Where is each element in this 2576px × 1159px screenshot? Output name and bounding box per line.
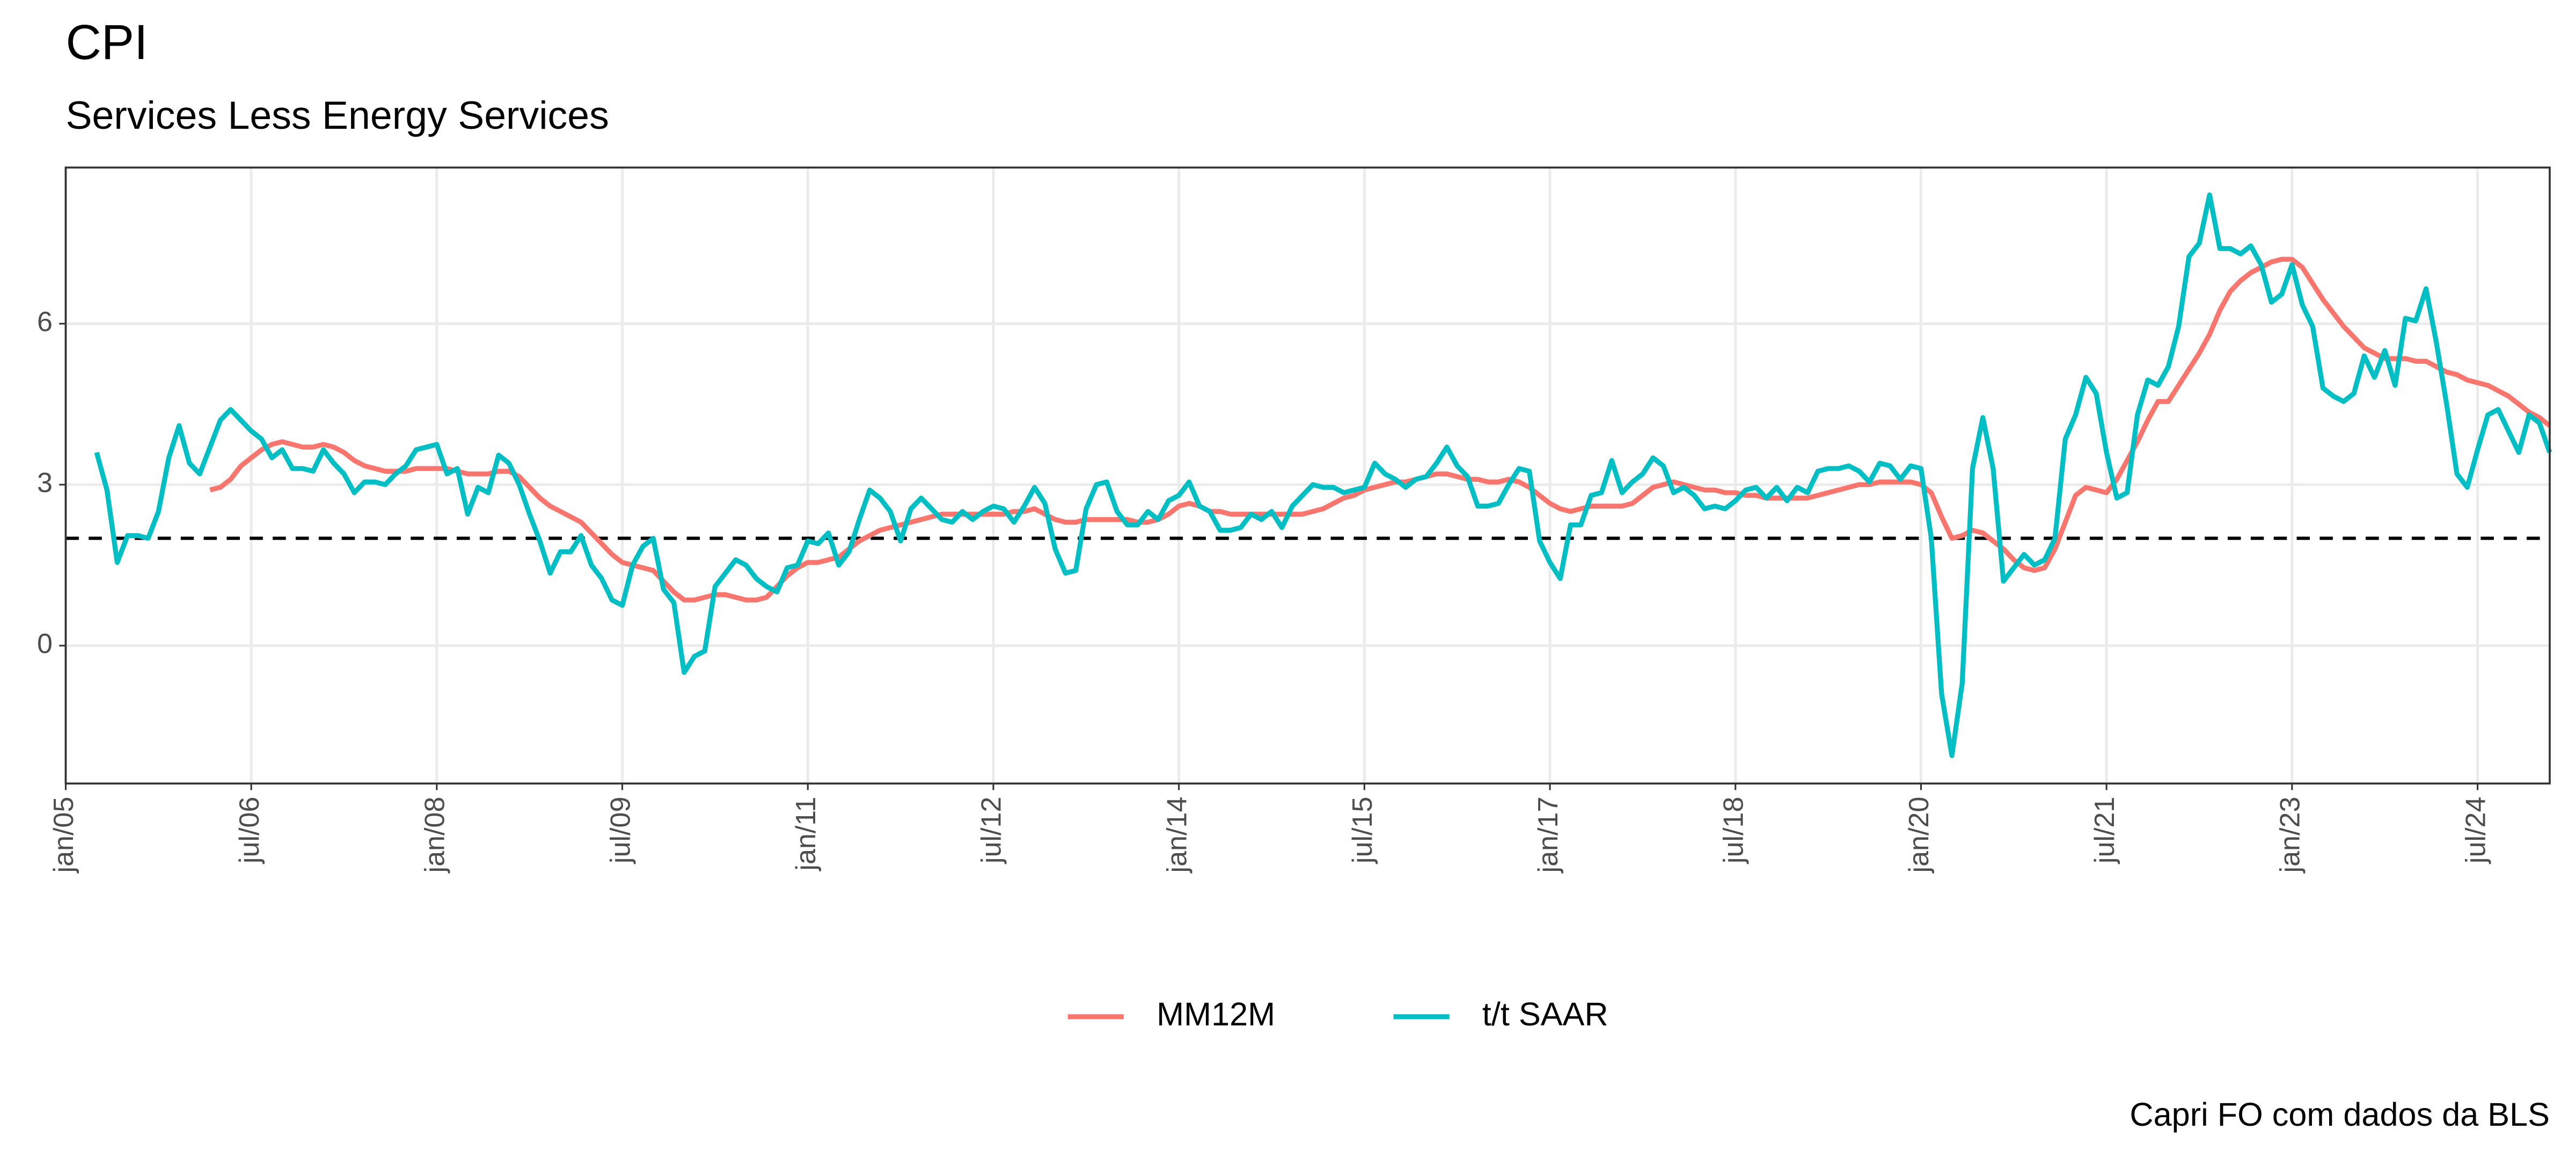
y-tick-label: 3 [37, 467, 53, 498]
y-tick-label: 6 [37, 306, 53, 338]
x-tick-label: jul/18 [1718, 797, 1750, 864]
x-tick-label: jan/23 [2275, 797, 2306, 874]
x-tick-label: jul/24 [2460, 797, 2491, 864]
series-line [209, 256, 2551, 603]
chart-subtitle: Services Less Energy Services [65, 93, 609, 137]
x-tick-label: jan/20 [1904, 797, 1935, 874]
x-tick-label: jan/11 [791, 797, 822, 872]
x-tick-label: jan/08 [420, 797, 451, 874]
chart-title: CPI [65, 15, 148, 70]
x-tick-label: jul/21 [2089, 797, 2120, 864]
plot-border [64, 166, 2551, 785]
x-tick-label: jul/09 [605, 797, 636, 864]
legend-label: MM12M [1157, 996, 1275, 1032]
x-tick-label: jul/06 [234, 797, 265, 864]
x-tick-label: jan/17 [1533, 797, 1564, 874]
series-line [94, 192, 2552, 758]
legend-label: t/t SAAR [1482, 996, 1608, 1032]
x-tick-label: jul/12 [976, 797, 1007, 864]
x-tick-label: jan/05 [48, 797, 79, 874]
y-tick-label: 0 [37, 628, 53, 659]
x-tick-label: jul/15 [1347, 797, 1378, 864]
caption: Capri FO com dados da BLS [2129, 1096, 2550, 1133]
x-tick-label: jan/14 [1161, 797, 1192, 874]
